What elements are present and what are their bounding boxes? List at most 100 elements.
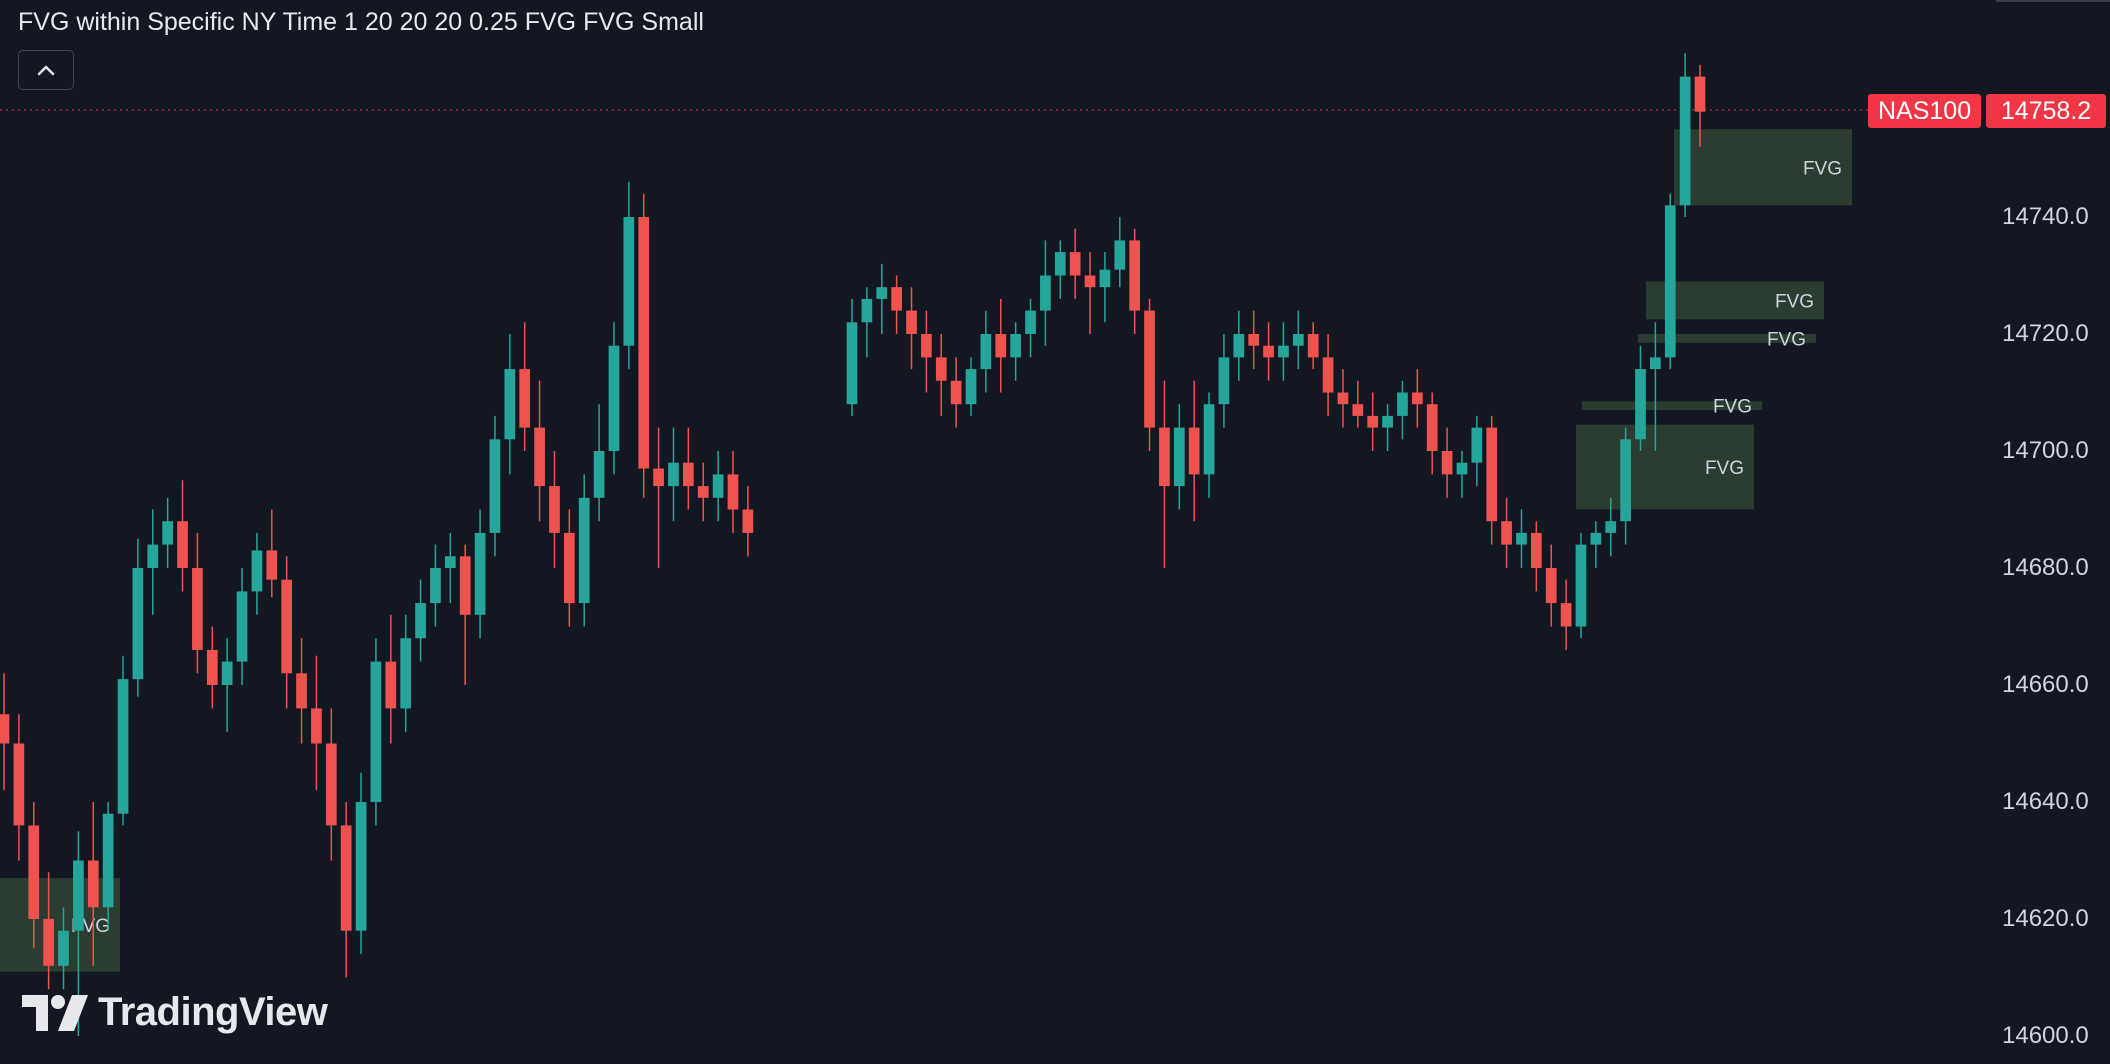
candle [563, 509, 575, 627]
candle-body [266, 550, 278, 580]
fvg-zone[interactable]: FVG [1582, 397, 1762, 418]
candle [162, 497, 174, 568]
candle-body [1397, 392, 1408, 416]
candle-body [623, 217, 635, 346]
fvg-zone[interactable]: FVG [1646, 281, 1824, 320]
candle [13, 714, 25, 861]
candle-body [1114, 240, 1126, 270]
chevron-up-icon [37, 65, 55, 76]
candle [489, 415, 501, 557]
candle [1322, 334, 1334, 416]
candle-body [355, 802, 367, 931]
candle-body [296, 673, 307, 709]
fvg-zone[interactable]: FVG [1638, 329, 1816, 350]
candle-body [906, 310, 917, 334]
candle [534, 380, 545, 522]
watermark-text: TradingView [98, 990, 328, 1034]
candle-body [682, 462, 694, 487]
candle [1218, 334, 1230, 428]
candle-body [519, 369, 531, 428]
candle-body [474, 532, 486, 615]
candle [1367, 392, 1379, 451]
candle [43, 872, 54, 990]
candle-body [444, 556, 456, 568]
price-tick: 14720.0 [2002, 320, 2089, 347]
candle-body [1650, 357, 1661, 370]
candle-body [1426, 404, 1438, 451]
candle [1590, 521, 1602, 568]
candle-body [385, 661, 397, 709]
candle [906, 287, 917, 370]
axis-top-stub [1996, 0, 2110, 2]
candle [385, 614, 397, 744]
fvg-label: FVG [1767, 329, 1806, 350]
candle-body [1501, 521, 1512, 545]
candle [935, 334, 947, 416]
candle-body [1099, 269, 1111, 288]
candle-body [1516, 532, 1527, 545]
fvg-label: FVG [1775, 291, 1814, 312]
candle [549, 451, 560, 568]
candle-body [1605, 521, 1617, 533]
candle [281, 556, 293, 709]
price-axis[interactable]: 14740.0 14720.0 14700.0 14680.0 14660.0 … [1980, 0, 2110, 1064]
candle [1054, 240, 1066, 299]
candle [668, 427, 679, 522]
candle-body [563, 532, 575, 604]
tradingview-logo-icon [22, 994, 88, 1031]
candle-body [638, 217, 650, 469]
candle [921, 310, 932, 393]
candle [653, 427, 664, 568]
candle-body [370, 661, 382, 802]
candle-body [1040, 275, 1051, 311]
collapse-legend-button[interactable] [18, 50, 74, 90]
candle-body [1352, 404, 1364, 416]
candle [132, 538, 144, 697]
candle-body [177, 521, 188, 568]
candle-body [1664, 205, 1676, 358]
candle [1471, 415, 1483, 487]
candle-body [281, 579, 293, 674]
candle-body [1441, 451, 1453, 475]
candle-body [192, 568, 203, 650]
candle-body [1382, 415, 1393, 428]
candle [504, 334, 516, 475]
candle [1664, 193, 1676, 370]
candle [102, 802, 114, 931]
fvg-zone[interactable]: FVG [1576, 424, 1754, 510]
fvg-zone-box [1582, 401, 1762, 411]
candle-body [1367, 415, 1379, 428]
candle [325, 708, 337, 861]
candle [1575, 532, 1587, 639]
candle-body [1218, 357, 1230, 405]
candle [1159, 380, 1170, 568]
candle [638, 193, 650, 498]
price-tick: 14640.0 [2002, 788, 2089, 815]
candle [206, 626, 218, 709]
candle-body [251, 550, 263, 592]
fvg-zone[interactable]: FVG [1674, 129, 1852, 206]
candle [28, 802, 40, 949]
candle-body [1575, 544, 1587, 627]
price-tick: 14740.0 [2002, 203, 2089, 230]
candle-body [1694, 76, 1706, 112]
candle [1292, 310, 1304, 370]
candle [296, 638, 307, 744]
candle [1560, 579, 1572, 650]
candle-body [1307, 334, 1319, 358]
candle-body [1545, 568, 1557, 604]
candle [1382, 404, 1393, 451]
candle [712, 451, 724, 522]
candle [236, 568, 248, 685]
candle [340, 802, 352, 978]
indicator-title: FVG within Specific NY Time 1 20 20 20 0… [18, 8, 704, 36]
candle-body [117, 679, 129, 814]
tradingview-logo[interactable]: TradingView [22, 990, 328, 1035]
candle-body [653, 468, 664, 487]
candle-body [1263, 345, 1274, 358]
candle [593, 404, 605, 522]
price-tick: 14700.0 [2002, 437, 2089, 464]
candle [1173, 404, 1185, 510]
candle-body [980, 334, 992, 370]
